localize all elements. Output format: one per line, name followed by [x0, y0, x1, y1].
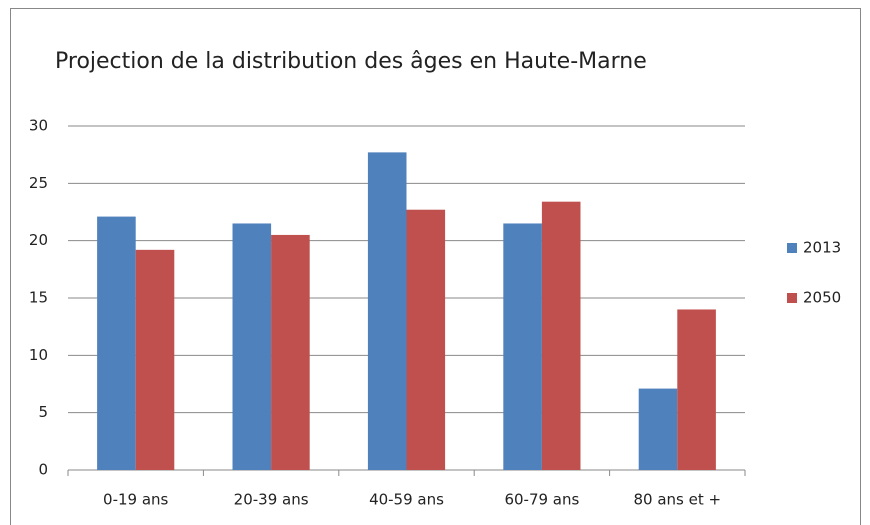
- y-tick-label: 15: [29, 289, 48, 307]
- x-tick-label: 20-39 ans: [234, 491, 309, 509]
- x-tick-label: 80 ans et +: [634, 491, 722, 509]
- x-tick-label: 60-79 ans: [504, 491, 579, 509]
- bar: [503, 223, 542, 470]
- y-tick-label: 25: [29, 174, 48, 192]
- bar: [97, 216, 136, 470]
- bar: [541, 201, 581, 470]
- legend-label: 2050: [803, 289, 841, 307]
- bar: [271, 234, 310, 470]
- y-tick-label: 0: [38, 461, 48, 479]
- y-tick-label: 5: [38, 403, 48, 421]
- legend-label: 2013: [803, 239, 841, 257]
- y-tick-label: 10: [29, 346, 48, 364]
- y-tick-label: 30: [29, 117, 48, 135]
- chart-title: Projection de la distribution des âges e…: [55, 49, 647, 74]
- x-tick-label: 40-59 ans: [369, 491, 444, 509]
- bar: [135, 249, 175, 470]
- bar: [232, 223, 272, 470]
- bar: [677, 309, 716, 470]
- y-tick-label: 20: [29, 231, 48, 249]
- bar: [367, 152, 407, 470]
- bar: [406, 209, 446, 470]
- bar: [638, 388, 678, 470]
- legend-swatch: [787, 243, 797, 253]
- legend-swatch: [787, 293, 797, 303]
- x-tick-label: 0-19 ans: [103, 491, 169, 509]
